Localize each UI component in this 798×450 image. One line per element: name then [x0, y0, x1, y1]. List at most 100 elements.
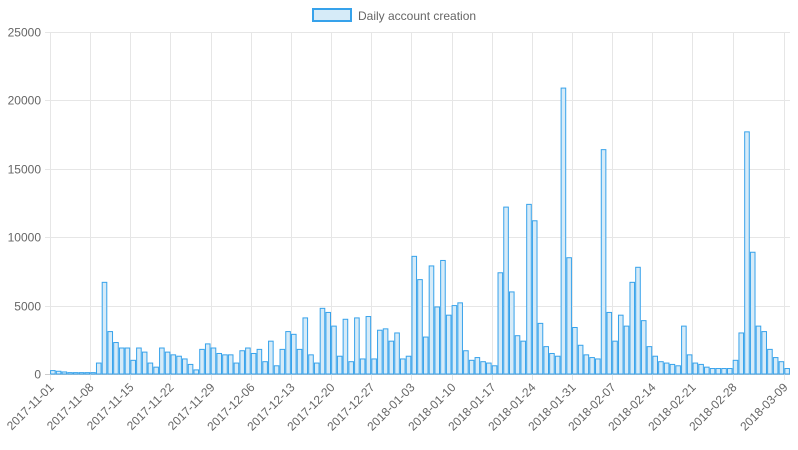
bar[interactable]: [359, 358, 366, 375]
legend[interactable]: Daily account creation: [312, 8, 476, 23]
bar[interactable]: [279, 348, 286, 375]
bar[interactable]: [90, 372, 96, 375]
bar[interactable]: [50, 370, 56, 375]
bar[interactable]: [451, 305, 458, 375]
bar[interactable]: [245, 347, 251, 375]
bar[interactable]: [640, 320, 647, 375]
bar[interactable]: [577, 344, 584, 375]
bar[interactable]: [669, 363, 676, 375]
bar[interactable]: [84, 372, 91, 375]
bar[interactable]: [147, 362, 154, 375]
bar[interactable]: [480, 361, 486, 375]
bar[interactable]: [159, 347, 165, 375]
bar[interactable]: [325, 311, 332, 375]
bar[interactable]: [348, 361, 354, 375]
bar[interactable]: [73, 372, 79, 375]
bar[interactable]: [583, 354, 590, 375]
bar[interactable]: [508, 291, 515, 375]
bar[interactable]: [589, 357, 595, 375]
bar[interactable]: [262, 361, 268, 375]
bar[interactable]: [755, 325, 762, 375]
bar[interactable]: [187, 363, 194, 375]
bar[interactable]: [497, 272, 504, 375]
bar[interactable]: [572, 326, 578, 375]
bar[interactable]: [726, 368, 733, 375]
bar[interactable]: [761, 331, 767, 375]
bar[interactable]: [709, 368, 716, 375]
bar[interactable]: [543, 346, 549, 375]
bar[interactable]: [371, 358, 377, 375]
bar[interactable]: [285, 331, 291, 375]
bar[interactable]: [474, 357, 481, 375]
bar[interactable]: [233, 362, 240, 375]
bar[interactable]: [612, 340, 618, 375]
bar[interactable]: [549, 352, 555, 375]
bar[interactable]: [721, 368, 727, 375]
bar[interactable]: [715, 368, 722, 375]
bar[interactable]: [514, 335, 521, 375]
bar[interactable]: [118, 347, 125, 375]
bar[interactable]: [130, 359, 136, 375]
bar[interactable]: [331, 325, 337, 375]
bar[interactable]: [732, 359, 739, 375]
bar[interactable]: [686, 354, 693, 375]
bar[interactable]: [606, 311, 613, 375]
bar[interactable]: [767, 348, 773, 375]
bar[interactable]: [193, 369, 200, 375]
bar[interactable]: [95, 362, 102, 375]
bar[interactable]: [422, 336, 429, 375]
bar[interactable]: [250, 352, 257, 375]
bar[interactable]: [778, 361, 785, 375]
bar[interactable]: [434, 306, 441, 375]
bar[interactable]: [153, 366, 159, 375]
bar[interactable]: [101, 281, 108, 375]
bar[interactable]: [749, 251, 756, 375]
bar[interactable]: [67, 372, 73, 375]
bar[interactable]: [394, 332, 400, 375]
bar[interactable]: [663, 362, 670, 375]
bar[interactable]: [692, 362, 699, 375]
bar[interactable]: [417, 279, 423, 375]
bar[interactable]: [784, 368, 790, 375]
bar[interactable]: [738, 332, 745, 375]
bar[interactable]: [744, 131, 750, 375]
bar[interactable]: [468, 359, 475, 375]
bar[interactable]: [623, 325, 630, 375]
bar[interactable]: [629, 281, 636, 375]
bar[interactable]: [772, 357, 779, 375]
bar[interactable]: [457, 302, 463, 375]
bar[interactable]: [617, 314, 624, 375]
bar[interactable]: [296, 348, 303, 375]
bar[interactable]: [182, 358, 188, 375]
bar[interactable]: [313, 362, 320, 375]
bar[interactable]: [400, 358, 406, 375]
bar[interactable]: [520, 340, 527, 375]
bar[interactable]: [302, 317, 309, 375]
bar[interactable]: [411, 255, 418, 375]
bar[interactable]: [107, 331, 114, 375]
bar[interactable]: [199, 348, 205, 375]
bar[interactable]: [78, 372, 85, 375]
bar[interactable]: [428, 265, 435, 375]
bar[interactable]: [531, 220, 538, 375]
bar[interactable]: [291, 333, 297, 375]
bar[interactable]: [658, 361, 664, 375]
bar[interactable]: [698, 363, 704, 375]
bar[interactable]: [681, 325, 687, 375]
bar[interactable]: [554, 355, 561, 375]
bar[interactable]: [176, 355, 182, 375]
bar[interactable]: [526, 203, 532, 375]
bar[interactable]: [136, 347, 142, 375]
bar[interactable]: [537, 322, 544, 375]
bar[interactable]: [268, 340, 274, 375]
bar[interactable]: [652, 355, 658, 375]
bar[interactable]: [170, 354, 177, 375]
bar[interactable]: [55, 370, 62, 375]
bar[interactable]: [308, 354, 314, 375]
bar[interactable]: [595, 358, 601, 375]
bar[interactable]: [273, 365, 280, 375]
bar[interactable]: [635, 266, 641, 375]
bar[interactable]: [491, 365, 498, 375]
bar[interactable]: [388, 340, 395, 375]
bar[interactable]: [445, 314, 452, 375]
